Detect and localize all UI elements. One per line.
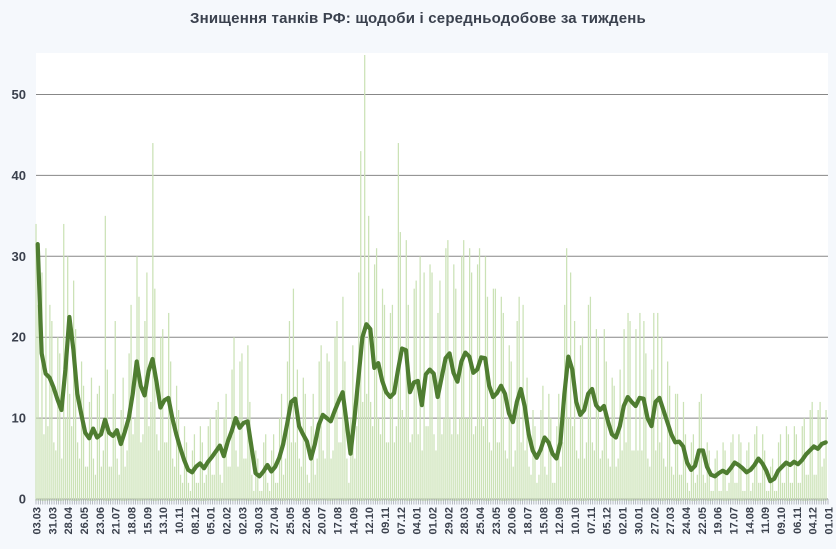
y-axis-labels: 0 10 20 30 40 50 bbox=[12, 87, 26, 507]
x-tick-label: 19.06 bbox=[713, 507, 725, 535]
x-tick-label: 30.03 bbox=[253, 507, 265, 535]
x-tick-label: 28.03 bbox=[459, 507, 471, 535]
x-tick-label: 14.08 bbox=[744, 507, 756, 535]
x-tick-label: 26.05 bbox=[79, 507, 91, 535]
y-tick-label: 40 bbox=[12, 168, 26, 183]
x-tick-label: 05.01 bbox=[206, 507, 218, 535]
x-tick-label: 04.12 bbox=[808, 507, 820, 535]
x-tick-label: 29.02 bbox=[443, 507, 455, 535]
x-tick-label: 15.09 bbox=[142, 507, 154, 535]
x-tick-label: 25.05 bbox=[285, 507, 297, 535]
y-tick-label: 50 bbox=[12, 87, 26, 102]
x-tick-label: 02.01 bbox=[618, 507, 630, 535]
x-tick-label: 12.10 bbox=[364, 507, 376, 535]
x-tick-label: 07.12 bbox=[396, 507, 408, 535]
x-tick-label: 20.07 bbox=[317, 507, 329, 535]
x-tick-label: 13.10 bbox=[158, 507, 170, 535]
x-axis-labels: 03.03 31.03 28.04 26.05 23.06 21.07 18.08 15.09… bbox=[32, 506, 836, 534]
x-tick-label: 30.01 bbox=[633, 507, 645, 535]
x-tick-label: 02.03 bbox=[237, 507, 249, 535]
x-tick-label: 28.04 bbox=[63, 506, 75, 534]
x-tick-label: 06.11 bbox=[792, 507, 804, 534]
x-tick-label: 23.06 bbox=[95, 507, 107, 535]
x-tick-label: 15.08 bbox=[538, 507, 550, 535]
x-tick-label: 23.05 bbox=[491, 507, 503, 535]
x-tick-label: 27.02 bbox=[649, 507, 661, 535]
x-axis-ticks bbox=[35, 499, 829, 505]
chart-title: Знищення танків РФ: щодоби і середньодоб… bbox=[190, 10, 646, 27]
x-tick-label: 10.10 bbox=[570, 507, 582, 535]
x-tick-label: 09.10 bbox=[776, 507, 788, 535]
x-tick-label: 14.09 bbox=[348, 507, 360, 535]
weekly-average-line bbox=[35, 242, 828, 484]
x-tick-label: 10.11 bbox=[174, 507, 186, 534]
x-tick-label: 17.07 bbox=[728, 507, 740, 535]
x-tick-label: 02.02 bbox=[222, 507, 234, 535]
x-tick-label: 18.07 bbox=[523, 507, 535, 535]
x-tick-label: 12.09 bbox=[554, 507, 566, 535]
x-tick-label: 20.06 bbox=[507, 507, 519, 535]
x-tick-label: 01.01 bbox=[824, 507, 836, 535]
y-tick-label: 0 bbox=[19, 492, 26, 507]
x-tick-label: 08.12 bbox=[190, 507, 202, 535]
x-tick-label: 27.04 bbox=[269, 506, 281, 534]
x-tick-label: 18.08 bbox=[127, 507, 139, 535]
x-tick-label: 07.11 bbox=[586, 507, 598, 534]
x-tick-label: 22.06 bbox=[301, 507, 313, 535]
x-tick-label: 22.05 bbox=[697, 507, 709, 535]
x-tick-label: 27.03 bbox=[665, 507, 677, 535]
x-tick-label: 03.03 bbox=[32, 507, 44, 535]
y-tick-label: 20 bbox=[12, 330, 26, 345]
x-tick-label: 04.01 bbox=[412, 507, 424, 535]
x-tick-label: 05.12 bbox=[602, 507, 614, 535]
y-tick-label: 10 bbox=[12, 411, 26, 426]
x-tick-label: 31.03 bbox=[47, 507, 59, 535]
x-tick-label: 24.04 bbox=[681, 506, 693, 534]
x-tick-label: 09.11 bbox=[380, 507, 392, 534]
x-tick-label: 17.08 bbox=[332, 507, 344, 535]
x-tick-label: 11.09 bbox=[760, 507, 772, 534]
x-tick-label: 25.04 bbox=[475, 506, 487, 534]
x-tick-label: 01.02 bbox=[428, 507, 440, 535]
y-tick-label: 30 bbox=[12, 249, 26, 264]
x-tick-label: 21.07 bbox=[111, 507, 123, 535]
